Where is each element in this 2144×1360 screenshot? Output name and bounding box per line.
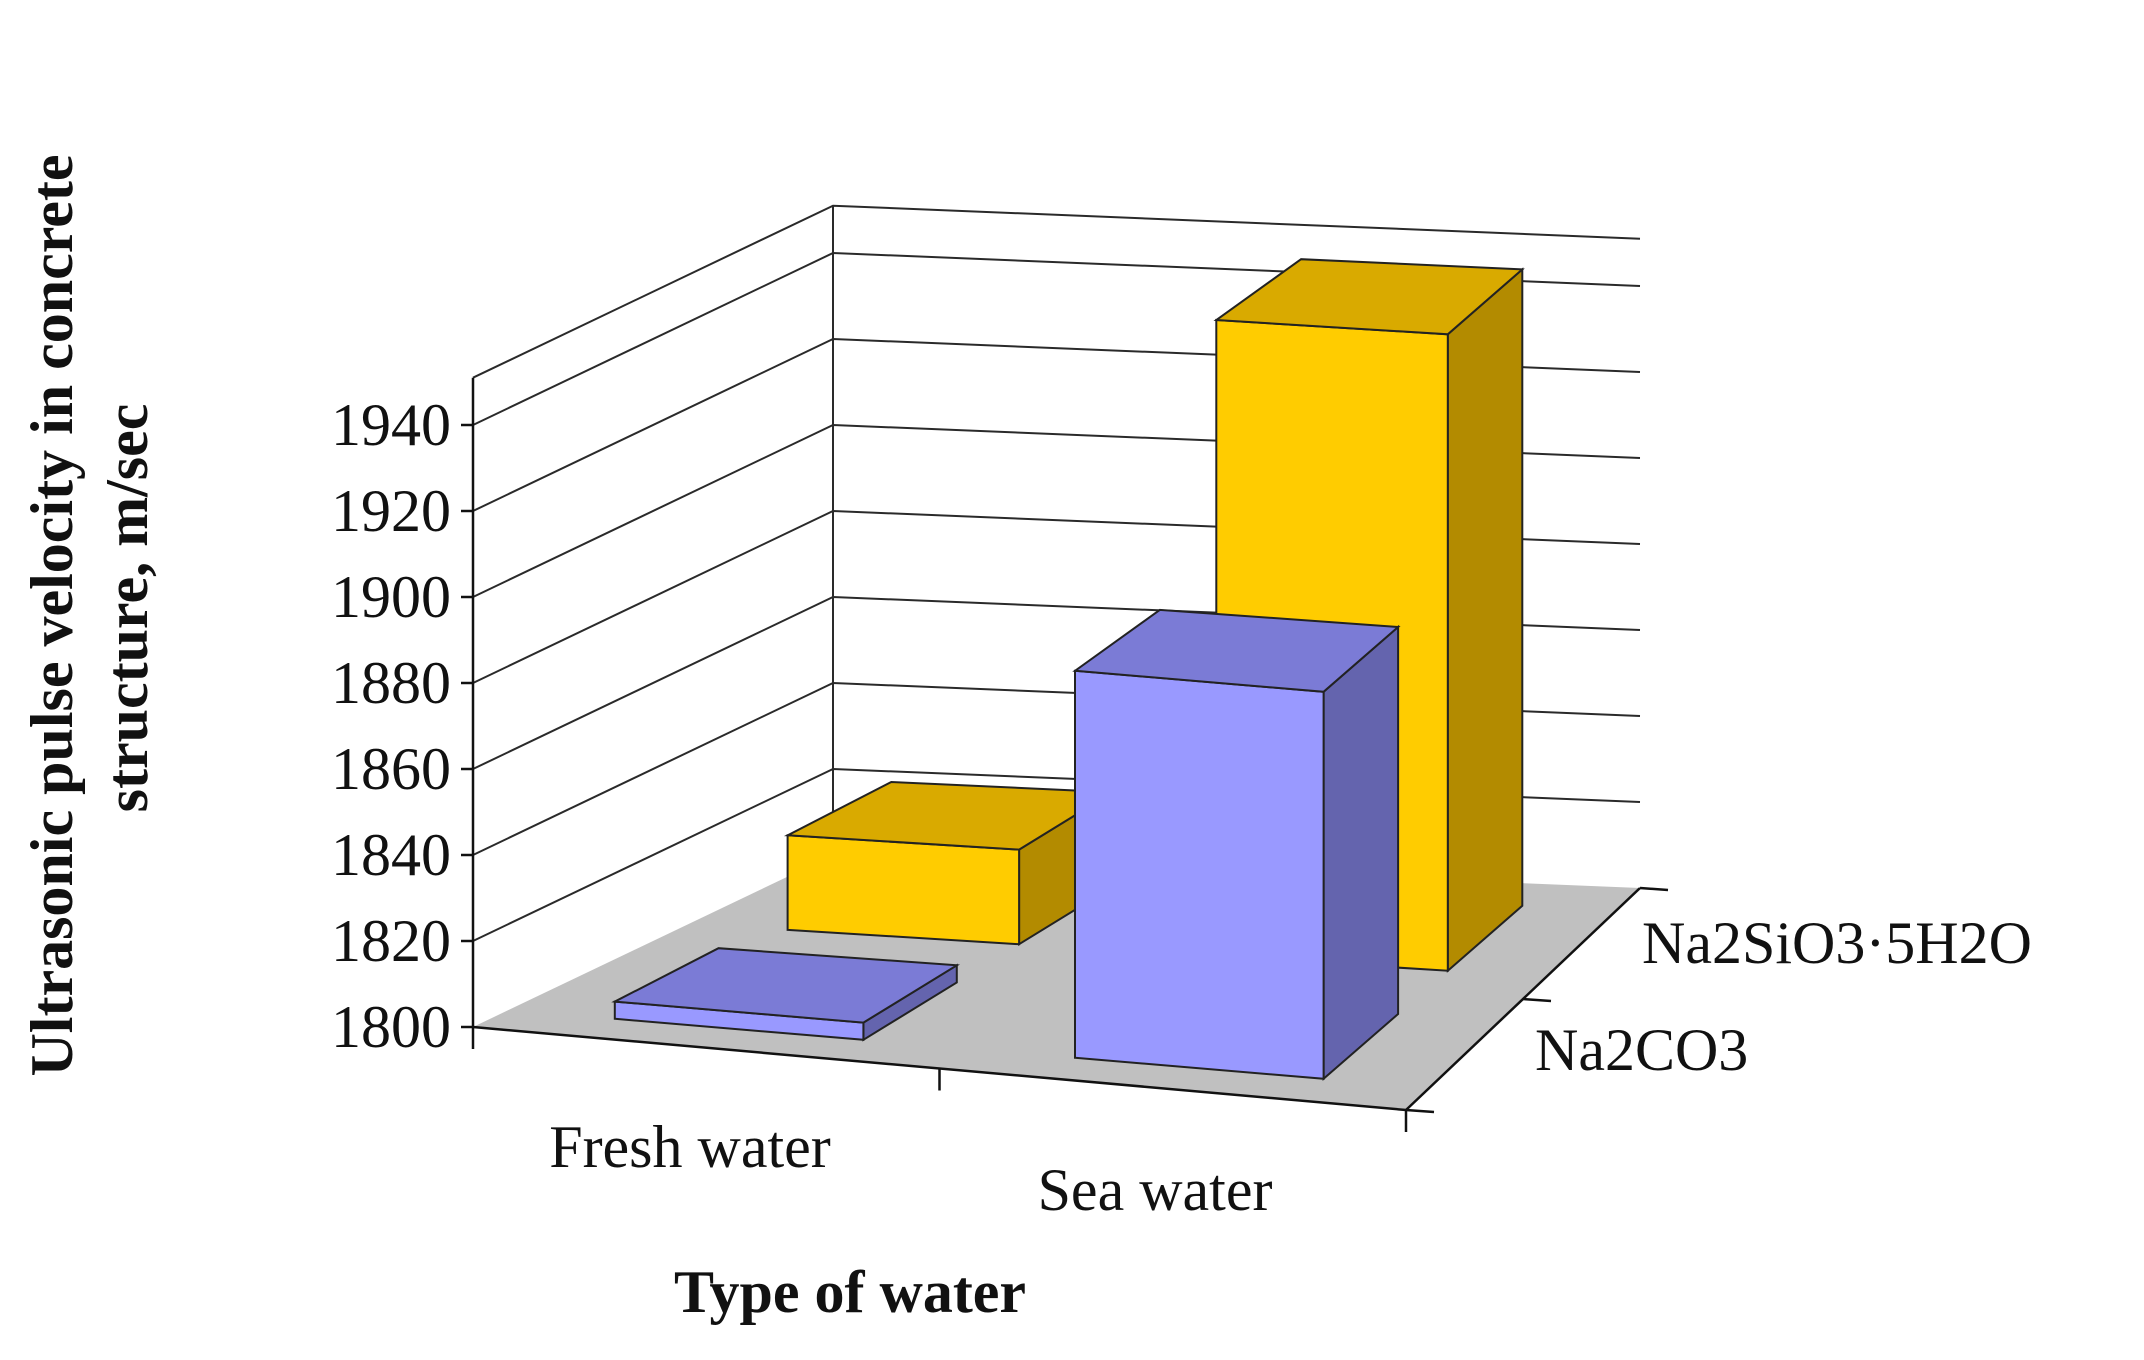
bars [611, 258, 1525, 1081]
bar-top-face [611, 947, 960, 1024]
category-label: Sea water [1038, 1157, 1273, 1223]
category-labels: Fresh water Sea water [549, 1114, 1272, 1223]
axes [461, 205, 1669, 1132]
y-axis-title: Ultrasonic pulse velocity in concrete st… [19, 139, 160, 1076]
y-tick-label: 1940 [331, 392, 451, 458]
bar-1-0 [1072, 608, 1401, 1081]
depth-tick-mark [1522, 997, 1552, 1003]
bar-front-face [786, 834, 1021, 946]
series-labels: Na2CO3 Na2SiO3·5H2O [1535, 910, 2032, 1083]
depth-tick-mark [1639, 886, 1669, 892]
y-tick-label: 1900 [331, 564, 451, 630]
series-label: Na2SiO3·5H2O [1642, 910, 2032, 976]
bar-top-face [1213, 258, 1525, 336]
bar-0-1 [783, 780, 1116, 946]
y-tick-label: 1920 [331, 478, 451, 544]
bar-0-0 [611, 947, 960, 1042]
y-tick-label: 1800 [331, 994, 451, 1060]
bar-front-face [1074, 669, 1325, 1080]
bar-side-face [1446, 267, 1524, 973]
bar-top-face [1072, 608, 1401, 693]
bar-side-face [1322, 624, 1400, 1081]
y-tick-label: 1860 [331, 736, 451, 802]
series-label: Na2CO3 [1535, 1017, 1748, 1083]
depth-tick-mark [1405, 1108, 1435, 1114]
y-tick-label: 1820 [331, 908, 451, 974]
category-label: Fresh water [549, 1114, 831, 1180]
y-tick-labels: 1800 1820 1840 1860 1880 1900 1920 1940 [331, 392, 451, 1060]
y-tick-label: 1880 [331, 650, 451, 716]
y-axis-title-line-2: structure, m/sec [94, 404, 160, 813]
y-tick-label: 1840 [331, 822, 451, 888]
x-axis-title: Type of water [674, 1259, 1026, 1325]
y-axis-title-line-1: Ultrasonic pulse velocity in concrete [19, 154, 85, 1076]
